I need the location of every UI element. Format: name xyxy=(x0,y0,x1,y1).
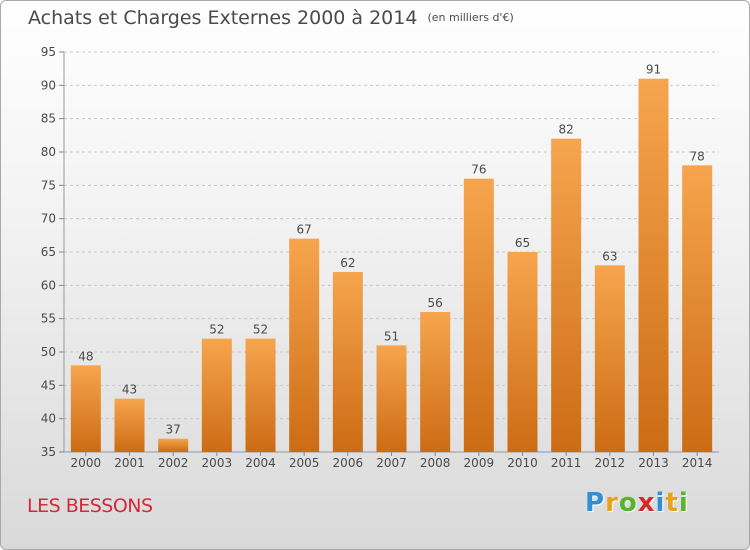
bar xyxy=(70,365,101,452)
bar xyxy=(507,252,538,452)
bar xyxy=(289,238,320,452)
logo-letter: P xyxy=(585,488,606,518)
chart-title: Achats et Charges Externes 2000 à 2014 (e… xyxy=(28,7,514,29)
x-tick-label: 2000 xyxy=(71,456,102,470)
x-tick-label: 2014 xyxy=(682,456,713,470)
bar xyxy=(158,438,189,452)
chart-title-text: Achats et Charges Externes 2000 à 2014 xyxy=(28,7,418,29)
x-tick-label: 2002 xyxy=(158,456,189,470)
bar xyxy=(332,272,363,452)
y-tick-label: 45 xyxy=(41,378,56,392)
bar xyxy=(420,312,451,452)
x-tick-label: 2006 xyxy=(333,456,364,470)
y-tick-label: 65 xyxy=(41,245,56,259)
x-tick-label: 2005 xyxy=(289,456,320,470)
bar-value-label: 62 xyxy=(340,256,355,270)
bar-value-label: 52 xyxy=(253,323,268,337)
x-tick-label: 2010 xyxy=(507,456,538,470)
logo-letter: x xyxy=(637,488,656,518)
y-tick-label: 55 xyxy=(41,312,56,326)
x-tick-label: 2004 xyxy=(245,456,276,470)
x-tick-label: 2007 xyxy=(376,456,407,470)
y-tick-label: 60 xyxy=(41,278,56,292)
x-tick-label: 2001 xyxy=(114,456,145,470)
x-tick-label: 2008 xyxy=(420,456,451,470)
logo-letter: r xyxy=(605,488,619,518)
logo-letter: i xyxy=(678,488,689,518)
y-tick-label: 75 xyxy=(41,178,56,192)
bar xyxy=(245,338,276,452)
y-tick-label: 90 xyxy=(41,78,56,92)
logo-letter: o xyxy=(618,488,638,518)
logo-letter: i xyxy=(655,488,666,518)
x-tick-label: 2013 xyxy=(638,456,669,470)
y-tick-label: 40 xyxy=(41,412,56,426)
bar-value-label: 43 xyxy=(122,383,137,397)
bar-value-label: 82 xyxy=(559,123,574,137)
bar xyxy=(551,138,582,452)
x-tick-label: 2009 xyxy=(464,456,495,470)
bar-value-label: 65 xyxy=(515,236,530,250)
bar-value-label: 52 xyxy=(209,323,224,337)
y-tick-label: 70 xyxy=(41,212,56,226)
bar xyxy=(376,345,407,452)
x-tick-label: 2003 xyxy=(202,456,233,470)
chart-unit: (en milliers d'€) xyxy=(427,11,514,24)
bar-value-label: 56 xyxy=(428,296,443,310)
x-tick-label: 2012 xyxy=(595,456,626,470)
bar xyxy=(463,178,494,452)
bar-value-label: 51 xyxy=(384,329,399,343)
bar-value-label: 78 xyxy=(690,149,705,163)
bar xyxy=(638,78,669,453)
proxiti-logo: Proxiti xyxy=(585,488,689,518)
bar xyxy=(114,398,145,452)
bar xyxy=(201,338,232,452)
y-tick-label: 50 xyxy=(41,345,56,359)
y-tick-label: 80 xyxy=(41,145,56,159)
bar-value-label: 37 xyxy=(166,423,181,437)
bar-value-label: 48 xyxy=(78,349,93,363)
bar-value-label: 76 xyxy=(471,163,486,177)
bar-value-label: 63 xyxy=(602,249,617,263)
y-tick-label: 35 xyxy=(41,445,56,459)
x-tick-label: 2011 xyxy=(551,456,582,470)
y-tick-label: 85 xyxy=(41,112,56,126)
bar-value-label: 91 xyxy=(646,63,661,77)
bar xyxy=(682,165,713,453)
bar-value-label: 67 xyxy=(297,223,312,237)
commune-name: LES BESSONS xyxy=(27,495,153,517)
y-tick-label: 95 xyxy=(41,45,56,59)
logo-letter: t xyxy=(665,488,679,518)
bar xyxy=(594,265,625,452)
